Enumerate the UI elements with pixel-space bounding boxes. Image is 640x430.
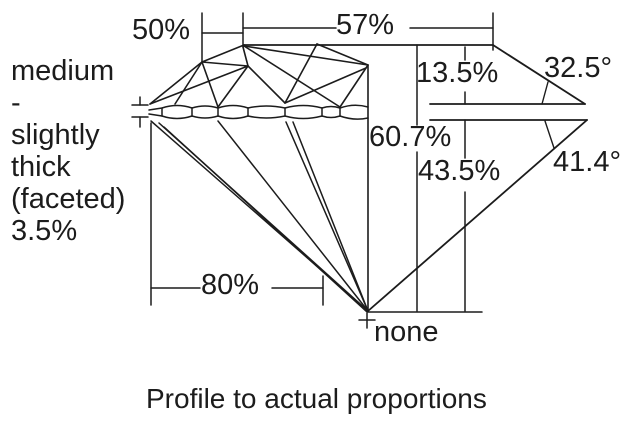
crown-angle-arc (541, 81, 549, 105)
pavilion-angle-line (367, 119, 588, 312)
total-depth-label: 60.7% (369, 121, 452, 153)
crown-angle-line (492, 44, 586, 105)
girdle-bottom-edge (148, 113, 369, 120)
figure-caption: Profile to actual proportions (146, 383, 487, 414)
crown-height-label: 13.5% (416, 57, 499, 89)
lower-girdle-label: 80% (201, 269, 260, 301)
star-length-label: 50% (131, 14, 190, 46)
girdle-description-line: - (11, 87, 21, 119)
girdle-band (148, 104, 369, 120)
angle-schematic (243, 44, 588, 312)
girdle-description-line: 3.5% (11, 215, 78, 247)
crown-outline-lower (149, 61, 203, 105)
crown-angle-label: 32.5° (544, 52, 613, 84)
girdle-description-line: slightly (11, 119, 100, 151)
girdle-description-line: (faceted) (11, 183, 126, 215)
girdle-top-edge (148, 104, 369, 111)
pavilion-angle-label: 41.4° (553, 146, 622, 178)
crown-outline-upper (201, 44, 245, 63)
measurement-lines (131, 12, 494, 329)
crown-facets (149, 43, 369, 312)
table-size-label: 57% (336, 9, 395, 41)
pavilion-depth-label: 43.5% (418, 155, 501, 187)
pavilion-angle-arc (544, 120, 555, 149)
girdle-description-line: thick (11, 151, 71, 183)
girdle-description: medium - slightly thick (faceted) 3.5% (11, 55, 125, 247)
pavilion-facets (150, 120, 369, 313)
girdle-description-line: medium (11, 55, 115, 87)
culet-label: none (374, 316, 439, 348)
